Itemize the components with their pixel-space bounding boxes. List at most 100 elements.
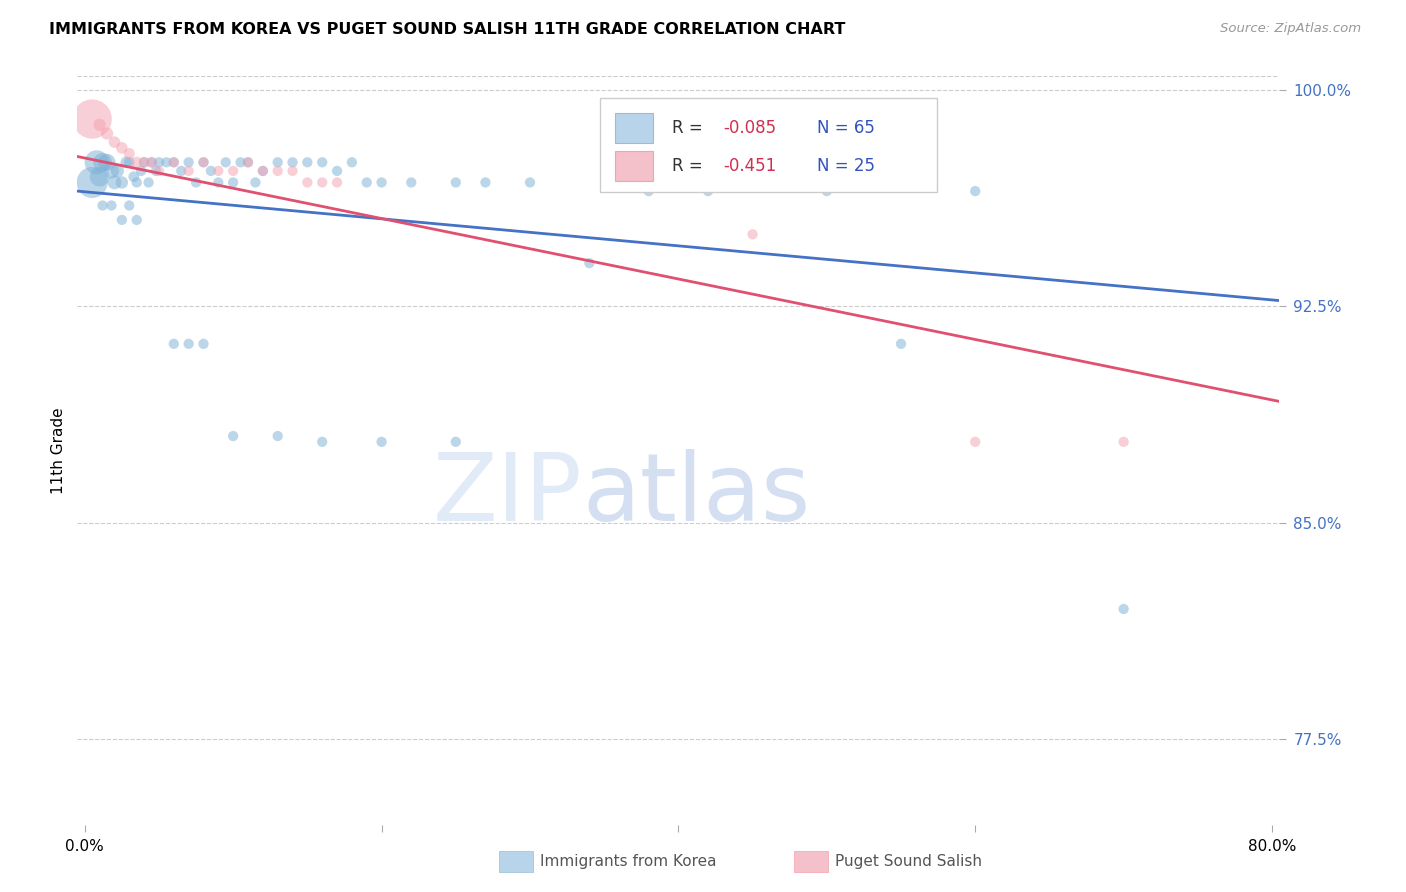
Point [82, 176, 104, 190]
Point [222, 176, 245, 190]
Point [697, 184, 720, 198]
Point [125, 155, 148, 169]
Point [148, 164, 170, 178]
Point [965, 184, 987, 198]
Point [100, 164, 122, 178]
Point [637, 184, 659, 198]
Point [444, 434, 467, 449]
Point [163, 155, 186, 169]
Point [311, 155, 333, 169]
Point [111, 176, 134, 190]
Point [105, 164, 129, 178]
Point [132, 155, 156, 169]
Point [297, 176, 319, 190]
Point [229, 155, 252, 169]
Point [129, 164, 152, 178]
Bar [614, 113, 654, 144]
Text: R =: R = [672, 157, 709, 175]
Text: ZIP: ZIP [433, 450, 582, 541]
Point [193, 155, 215, 169]
Point [741, 227, 763, 242]
Point [281, 155, 304, 169]
Point [96, 155, 118, 169]
Point [141, 155, 163, 169]
Point [401, 176, 423, 190]
Point [252, 164, 274, 178]
Point [91, 155, 114, 169]
Point [193, 155, 215, 169]
Point [236, 155, 259, 169]
Point [100, 198, 122, 212]
Point [222, 164, 245, 178]
Point [125, 213, 148, 227]
Point [267, 155, 290, 169]
Point [267, 164, 290, 178]
Point [115, 155, 138, 169]
Point [163, 336, 186, 351]
Point [118, 155, 141, 169]
Point [1112, 602, 1135, 616]
Point [890, 336, 912, 351]
Point [118, 146, 141, 161]
Point [326, 164, 349, 178]
Point [267, 429, 290, 443]
Text: -0.451: -0.451 [723, 157, 776, 175]
Text: N = 65: N = 65 [817, 120, 875, 137]
FancyBboxPatch shape [600, 98, 936, 192]
Point [163, 155, 186, 169]
Text: -0.085: -0.085 [723, 120, 776, 137]
Point [222, 429, 245, 443]
Point [474, 176, 496, 190]
Text: atlas: atlas [582, 450, 810, 541]
Point [207, 176, 229, 190]
Point [122, 169, 145, 184]
Point [340, 155, 363, 169]
Point [177, 336, 200, 351]
Point [145, 164, 167, 178]
Point [118, 198, 141, 212]
Point [326, 176, 349, 190]
Point [82, 112, 104, 126]
Point [444, 176, 467, 190]
Point [111, 213, 134, 227]
Point [370, 434, 392, 449]
Point [281, 164, 304, 178]
Point [245, 176, 267, 190]
Point [215, 155, 238, 169]
Point [103, 135, 125, 149]
Point [200, 164, 222, 178]
Point [519, 176, 541, 190]
Point [132, 155, 156, 169]
Point [965, 434, 987, 449]
Point [141, 155, 163, 169]
Point [578, 256, 600, 270]
Point [155, 155, 177, 169]
Point [252, 164, 274, 178]
Point [96, 127, 118, 141]
Point [86, 155, 108, 169]
Point [170, 164, 193, 178]
Point [91, 198, 114, 212]
Text: IMMIGRANTS FROM KOREA VS PUGET SOUND SALISH 11TH GRADE CORRELATION CHART: IMMIGRANTS FROM KOREA VS PUGET SOUND SAL… [49, 22, 845, 37]
Point [125, 176, 148, 190]
Point [1112, 434, 1135, 449]
Point [370, 176, 392, 190]
Point [311, 434, 333, 449]
Point [297, 155, 319, 169]
Y-axis label: 11th Grade: 11th Grade [51, 407, 66, 494]
Point [89, 118, 111, 132]
Text: N = 25: N = 25 [817, 157, 875, 175]
Point [103, 176, 125, 190]
Point [356, 176, 378, 190]
Text: R =: R = [672, 120, 709, 137]
Point [148, 155, 170, 169]
Text: Immigrants from Korea: Immigrants from Korea [540, 855, 717, 869]
Text: Puget Sound Salish: Puget Sound Salish [835, 855, 983, 869]
Point [193, 336, 215, 351]
Text: Source: ZipAtlas.com: Source: ZipAtlas.com [1220, 22, 1361, 36]
Point [236, 155, 259, 169]
Point [177, 155, 200, 169]
Bar [614, 151, 654, 181]
Point [177, 164, 200, 178]
Point [207, 164, 229, 178]
